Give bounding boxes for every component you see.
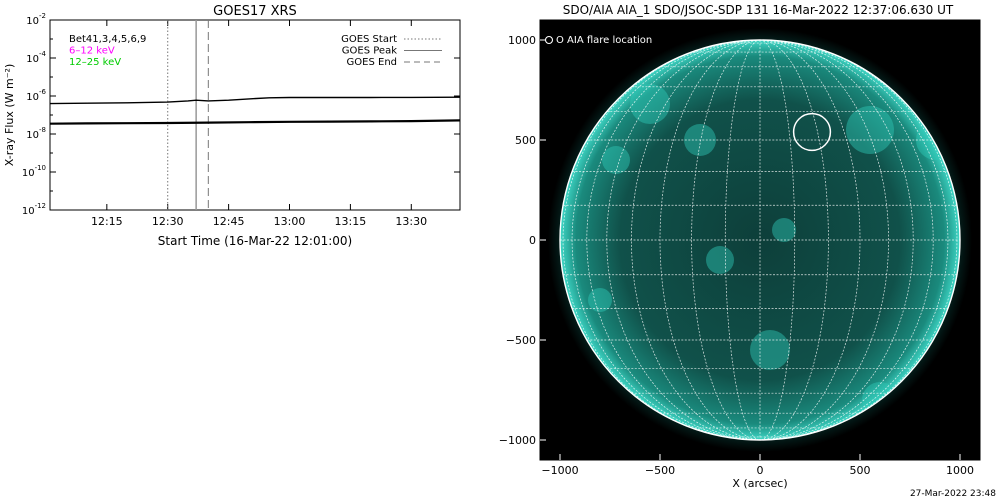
active-region xyxy=(602,146,630,174)
aia-ytick-label: 500 xyxy=(515,134,536,147)
grid-longitude-line xyxy=(759,40,796,440)
goes-legend-left-entry: 6–12 keV xyxy=(69,46,115,57)
grid-longitude-line xyxy=(759,40,889,440)
goes-legend-right-entry: GOES Peak xyxy=(342,46,397,57)
goes-xtick-label: 12:45 xyxy=(213,215,245,228)
grid-longitude-line xyxy=(606,40,761,440)
grid-longitude-line xyxy=(631,40,761,440)
goes-xrs-plot: GOES17 XRS 12:15 12:30 12:45 13:00 13:15 13:3… xyxy=(3,4,461,248)
goes-legend-left-entry: 12–25 keV xyxy=(69,57,121,68)
aia-ytick-label: −500 xyxy=(506,334,536,347)
flare-location-marker xyxy=(792,112,832,152)
aia-xtick-label: 0 xyxy=(757,464,764,477)
goes-ytick-label: 10-10 xyxy=(22,164,46,179)
goes-legend-left-entry: Bet41,3,4,5,6,9 xyxy=(69,34,146,45)
aia-ytick-label: 0 xyxy=(529,234,536,247)
goes-plot-title: GOES17 XRS xyxy=(213,4,297,19)
goes-xtick-label: 13:30 xyxy=(395,215,427,228)
goes-ytick-label: 10-8 xyxy=(26,126,46,141)
active-region xyxy=(750,330,790,370)
footer-timestamp: 27-Mar-2022 23:48 xyxy=(910,489,996,499)
grid-longitude-line xyxy=(759,40,934,440)
sun-limb xyxy=(559,39,961,441)
goes-ytick-label: 10-2 xyxy=(26,12,46,27)
goes-xtick-label: 13:00 xyxy=(274,215,306,228)
aia-sun-image xyxy=(544,28,972,452)
grid-longitude-line xyxy=(724,40,761,440)
aia-xtick-label: 1000 xyxy=(946,464,974,477)
aia-image-plot: SDO/AIA AIA_1 SDO/JSOC-SDP 131 16-Mar-20… xyxy=(499,3,981,490)
heliographic-grid xyxy=(560,40,960,440)
grid-longitude-line xyxy=(759,40,949,440)
goes-xtick-label: 13:15 xyxy=(335,215,367,228)
aia-axis-ticks: −1000 −500 0 500 1000 −1000 −500 0 500 1000 xyxy=(499,34,974,477)
grid-longitude-line xyxy=(659,40,761,440)
goes-xtick-label: 12:30 xyxy=(152,215,184,228)
grid-longitude-line xyxy=(759,40,829,440)
aia-ytick-label: −1000 xyxy=(499,434,536,447)
goes-xlabel: Start Time (16-Mar-22 12:01:00) xyxy=(158,234,352,248)
goes-xtick-label: 12:15 xyxy=(91,215,123,228)
aia-xtick-label: −1000 xyxy=(541,464,578,477)
goes-series-1 xyxy=(49,119,461,125)
goes-flux-series xyxy=(49,96,461,125)
goes-ytick-label: 10-6 xyxy=(26,88,46,103)
goes-legend-right-entry: GOES End xyxy=(347,57,397,68)
aia-ytick-label: 1000 xyxy=(508,34,536,47)
goes-ytick-label: 10-12 xyxy=(22,202,46,217)
grid-longitude-line xyxy=(759,40,958,440)
aia-xlabel: X (arcsec) xyxy=(732,477,787,490)
grid-longitude-line xyxy=(571,40,761,440)
aia-plot-title: SDO/AIA AIA_1 SDO/JSOC-SDP 131 16-Mar-20… xyxy=(563,3,954,17)
goes-event-markers xyxy=(167,20,209,210)
active-region xyxy=(846,106,894,154)
aia-xtick-label: 500 xyxy=(850,464,871,477)
active-region xyxy=(588,288,612,312)
grid-longitude-line xyxy=(759,40,861,440)
grid-longitude-line xyxy=(691,40,761,440)
goes-ylabel: X-ray Flux (W m⁻²) xyxy=(3,64,16,166)
grid-longitude-line xyxy=(586,40,761,440)
grid-longitude-line xyxy=(759,40,914,440)
goes-legend-right-entry: GOES Start xyxy=(341,34,397,45)
aia-legend: O AIA flare location xyxy=(556,35,652,46)
goes-series-0 xyxy=(49,96,461,105)
grid-longitude-line xyxy=(562,40,761,440)
active-region xyxy=(706,246,734,274)
aia-xtick-label: −500 xyxy=(645,464,675,477)
active-region xyxy=(772,218,796,242)
goes-ytick-label: 10-4 xyxy=(26,50,46,65)
